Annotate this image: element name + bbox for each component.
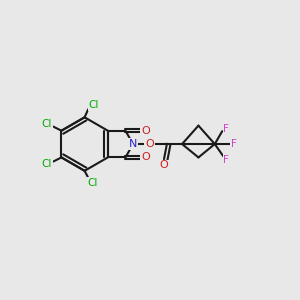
- Text: Cl: Cl: [88, 178, 98, 188]
- Text: O: O: [160, 160, 169, 170]
- Text: F: F: [231, 139, 237, 149]
- Text: Cl: Cl: [41, 159, 52, 169]
- Text: O: O: [141, 126, 150, 136]
- Text: O: O: [141, 152, 150, 162]
- Text: Cl: Cl: [88, 100, 99, 110]
- Text: O: O: [145, 139, 154, 149]
- Text: Cl: Cl: [41, 119, 52, 129]
- Text: N: N: [129, 139, 137, 149]
- Text: F: F: [224, 124, 229, 134]
- Text: F: F: [223, 155, 229, 165]
